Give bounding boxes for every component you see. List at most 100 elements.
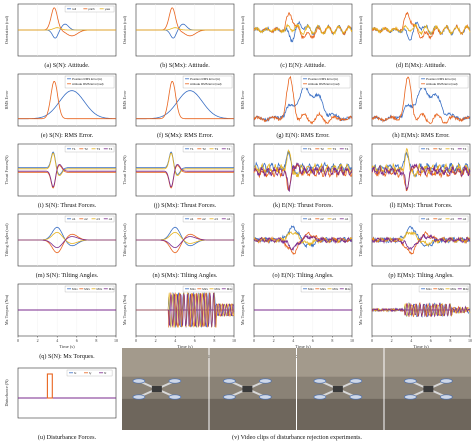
panel-caption: (l) E(Mx): Thrust Forces. [390, 202, 453, 209]
legend-label: T1 [426, 147, 430, 151]
panel-f: RMS Error Position RMS Error(m)Attitude R… [122, 73, 235, 139]
panel-l: Thrust Forces(N) T1 T2 T3 T4 (l) E(Mx): Thrus… [358, 143, 471, 209]
legend-label: M3x [333, 287, 339, 291]
series-line-e-1 [18, 81, 116, 120]
legend-label: Position RMS Error(m) [190, 77, 220, 81]
panel-d: Orientation (rad) (d) E(Mx): Attitude. [358, 3, 471, 69]
panel-caption: (d) E(Mx): Attitude. [396, 62, 446, 69]
series-line-j-2 [136, 152, 234, 177]
y-axis-label: Thrust Forces(N) [358, 155, 363, 185]
series-line-b-2 [136, 27, 234, 31]
y-axis-label: Orientation (rad) [240, 15, 245, 44]
legend-label: fy [89, 371, 92, 375]
legend-label: α3 [97, 217, 101, 221]
panel-caption: (b) S(Mx): Attitude. [160, 62, 210, 69]
legend-label: Position RMS Error(m) [72, 77, 102, 81]
series-line-t-3 [371, 302, 471, 318]
frame-floor [209, 398, 296, 430]
x-tick-label: 2 [391, 338, 393, 343]
panel-q: Mx Torques (Nm) M1x M2x M3x M4x 0 2 4 6 8 10 Time (… [4, 283, 118, 360]
legend-label: roll [72, 7, 76, 11]
y-axis-label: Orientation (rad) [122, 15, 127, 44]
propeller-icon [259, 378, 272, 384]
series-line-i-1 [18, 165, 116, 189]
panel-caption: (a) S(N): Attitude. [44, 62, 90, 69]
series-line-k-2 [253, 148, 353, 178]
y-axis-label: Disturbance (N) [4, 379, 9, 407]
propeller-icon [313, 378, 327, 384]
y-axis-label: RMS Error [4, 90, 9, 109]
panel-j: Thrust Forces(N) T1 T2 T3 T4 (j) S(Mx): Thrus… [122, 143, 235, 209]
series-line-i-0 [18, 151, 116, 175]
legend-label: M1x [72, 287, 78, 291]
legend-box [300, 215, 351, 223]
propeller-icon [168, 394, 182, 400]
propeller-icon [168, 378, 182, 384]
panel-u: Disturbance (N) fx fy fz (u) Disturbance For… [4, 367, 117, 441]
legend-label: α1 [190, 217, 194, 221]
y-axis-label: RMS Error [122, 90, 127, 109]
x-tick-label: 6 [194, 338, 196, 343]
propeller-icon [404, 378, 417, 384]
legend-label: pitch [88, 7, 95, 11]
panel-n: Tilting Angles (rad) α1 α2 α3 α4 (n) S(Mx): T… [122, 213, 235, 279]
panel-e: RMS Error Position RMS Error(m)Attitude R… [4, 73, 117, 139]
panel-s: Mx Torques (Nm) M1x M2x M3x M4x 0 2 4 6 8 10 Time (… [240, 283, 354, 360]
disturbance-pulse [46, 373, 53, 399]
panel-m: Tilting Angles (rad) α1 α2 α3 α4 (m) S(N): Ti… [4, 213, 117, 279]
legend-box [182, 75, 233, 89]
propeller-icon [259, 394, 272, 400]
y-axis-label: Mx Torques (Nm) [122, 294, 127, 325]
x-axis-label: Time (s) [413, 344, 429, 349]
legend-box [66, 369, 113, 377]
legend-label: M4x [463, 287, 469, 291]
frame-wall [122, 348, 209, 377]
panel-g: RMS Error Position RMS Error(m)Attitude R… [240, 73, 353, 139]
panel-b: Orientation (rad) (b) S(Mx): Attitude. [122, 3, 235, 69]
legend-label: M2x [202, 287, 208, 291]
panel-caption: (k) E(N): Thrust Forces. [273, 202, 333, 209]
x-tick-label: 2 [37, 338, 39, 343]
series-line-h-1 [371, 76, 471, 125]
drone-body [242, 386, 253, 392]
legend-box [64, 215, 115, 223]
legend-label: T3 [215, 147, 219, 151]
legend-label: M2x [84, 287, 90, 291]
legend-box [182, 215, 233, 223]
panel-caption: (m) S(N): Tilting Angles. [36, 272, 99, 279]
x-tick-label: 4 [56, 338, 58, 343]
y-axis-label: Orientation (rad) [4, 15, 9, 44]
legend-label: M4x [227, 287, 233, 291]
legend-label: M3x [451, 287, 457, 291]
legend-box [64, 285, 115, 293]
legend-label: M3x [97, 287, 103, 291]
frame-floor [297, 398, 384, 430]
plot-area-i [17, 143, 117, 197]
propeller-icon [349, 394, 363, 400]
panel-caption: (n) S(Mx): Tilting Angles. [153, 272, 218, 279]
panel-a: Orientation (rad) roll pitch yaw (a) S(N): A… [4, 3, 117, 69]
legend-label: α1 [308, 217, 312, 221]
legend-label: Position RMS Error(m) [308, 77, 338, 81]
frame-wall [297, 348, 384, 377]
x-tick-label: 4 [174, 338, 176, 343]
x-tick-label: 0 [135, 338, 137, 343]
series-line-k-3 [253, 162, 353, 192]
legend-label: yaw [105, 7, 111, 11]
legend-box [300, 285, 351, 293]
series-line-j-0 [136, 151, 234, 175]
legend-label: Attitude RMS Error(rad) [72, 82, 104, 86]
y-axis-label: Mx Torques (Nm) [358, 294, 363, 325]
legend-label: T1 [72, 147, 76, 151]
y-axis-label: Orientation (rad) [358, 15, 363, 44]
x-tick-label: 8 [213, 338, 215, 343]
legend-label: Position RMS Error(m) [426, 77, 456, 81]
series-line-d-2 [371, 23, 471, 36]
panel-p: Tilting Angles (rad) α1 α2 α3 α4 (p) E(Mx): T… [358, 213, 471, 279]
legend-box [64, 145, 115, 153]
plot-area-j [135, 143, 235, 197]
legend-box [418, 145, 469, 153]
panel-caption: (c) E(N): Attitude. [280, 62, 326, 69]
legend-label: T4 [109, 147, 113, 151]
legend-box [182, 145, 233, 153]
